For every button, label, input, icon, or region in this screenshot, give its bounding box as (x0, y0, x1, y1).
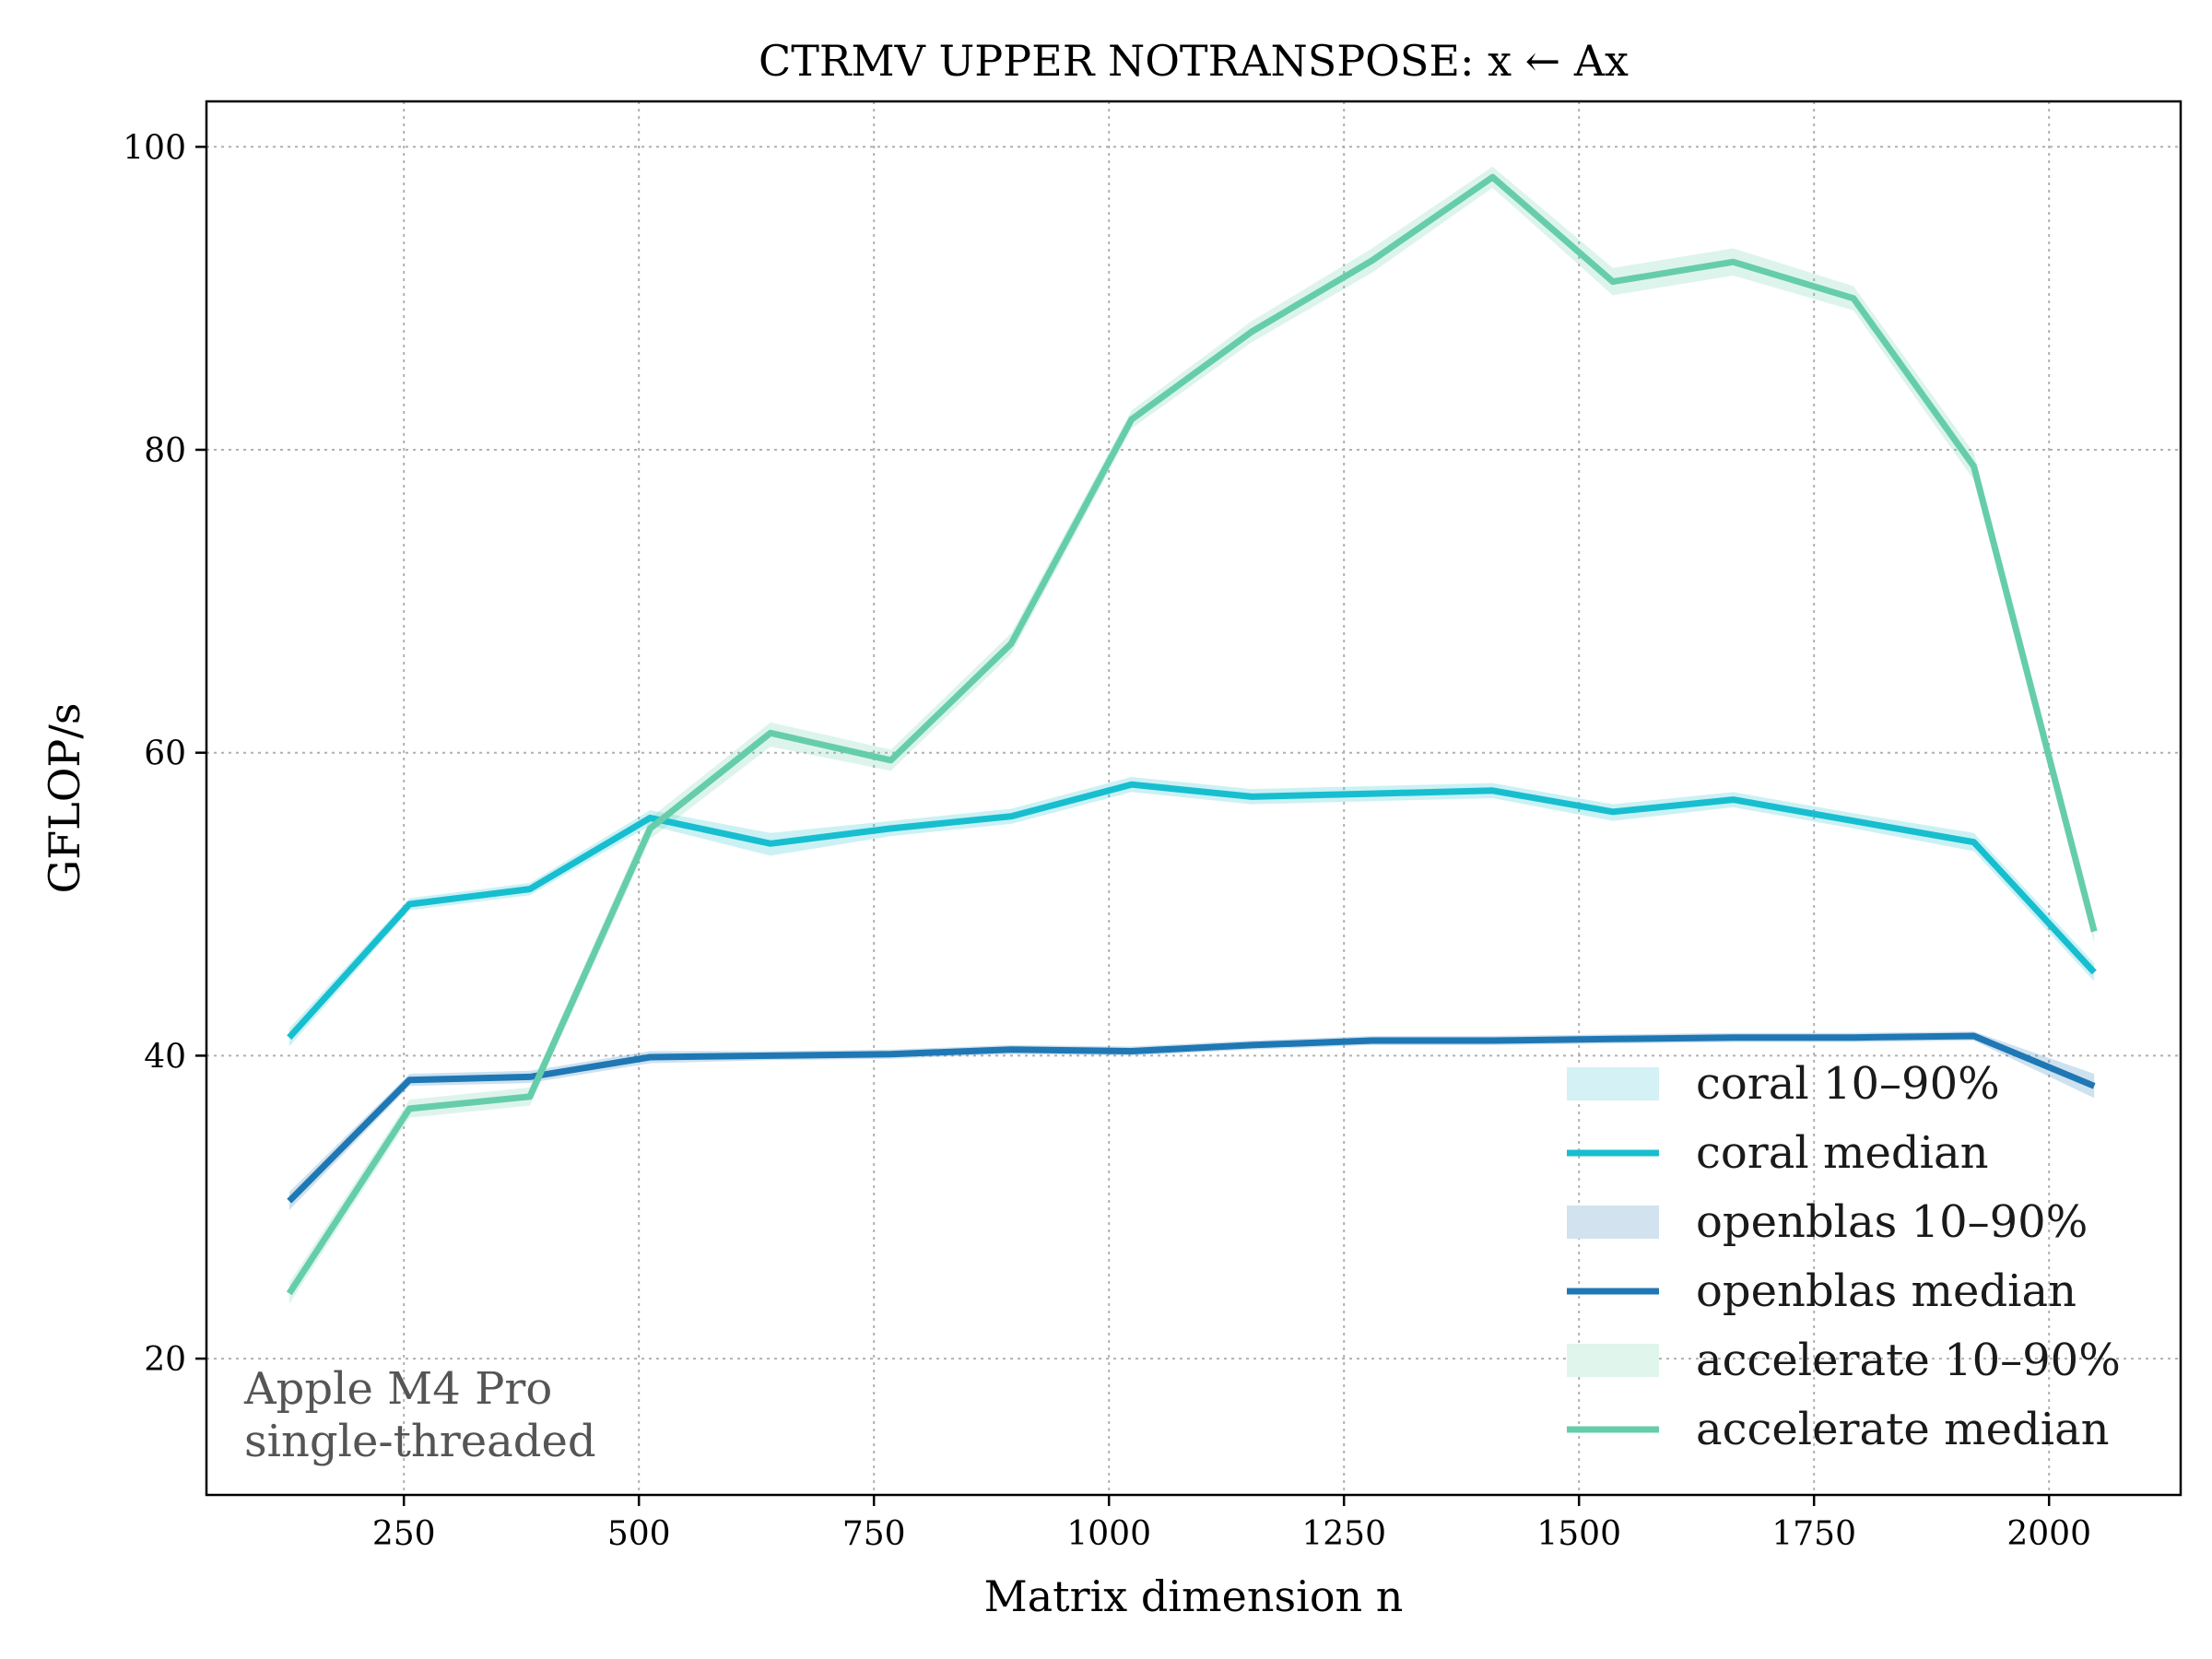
y-tick-label: 20 (144, 1341, 186, 1379)
x-tick-label: 2000 (2006, 1515, 2091, 1553)
coral-median-legend-label: coral median (1696, 1127, 1988, 1179)
plot-frame (205, 100, 2183, 1497)
coral-10-90-legend-swatch (1567, 1067, 1659, 1100)
accelerate-10-90-legend-swatch (1567, 1344, 1659, 1377)
x-tick-label: 1750 (1771, 1515, 1856, 1553)
x-tick-label: 500 (607, 1515, 671, 1553)
y-tick-label: 60 (144, 735, 186, 773)
coral-10-90-legend-label: coral 10–90% (1696, 1058, 2000, 1110)
annotation-threading: single-threaded (244, 1416, 596, 1467)
openblas-median-legend-label: openblas median (1696, 1265, 2077, 1317)
y-tick-label: 80 (144, 432, 186, 470)
openblas-10-90-legend-swatch (1567, 1206, 1659, 1239)
accelerate-median-line (286, 173, 2098, 1296)
series-lines (286, 173, 2098, 1296)
x-tick-label: 1500 (1536, 1515, 1621, 1553)
chart-title: CTRMV UPPER NOTRANSPOSE: x ← Ax (759, 36, 1629, 86)
openblas-10-90-legend-label: openblas 10–90% (1696, 1196, 2088, 1248)
x-axis-label: Matrix dimension n (984, 1571, 1404, 1621)
x-tick-label: 1000 (1066, 1515, 1151, 1553)
accelerate-10-90-legend-label: accelerate 10–90% (1696, 1335, 2121, 1386)
coral-10-90-band (288, 777, 2095, 1047)
annotation-device: Apple M4 Pro (243, 1363, 552, 1415)
x-tick-label: 750 (842, 1515, 906, 1553)
openblas-median-line (287, 1032, 2096, 1204)
y-axis-label: GFLOP/s (40, 703, 89, 894)
legend: coral 10–90% coral median openblas 10–90% o… (1567, 1058, 2121, 1455)
axis-ticks: 250 500 750 1000 1250 1500 1750 2000 20 40 60 80 100 (123, 129, 2091, 1553)
y-tick-label: 40 (144, 1038, 186, 1076)
accelerate-median-legend-label: accelerate median (1696, 1404, 2110, 1455)
x-tick-label: 250 (372, 1515, 436, 1553)
x-tick-label: 1250 (1301, 1515, 1386, 1553)
grid (206, 101, 2181, 1495)
coral-median-line (287, 781, 2097, 1041)
confidence-bands (288, 166, 2095, 1304)
y-tick-label: 100 (123, 129, 186, 167)
